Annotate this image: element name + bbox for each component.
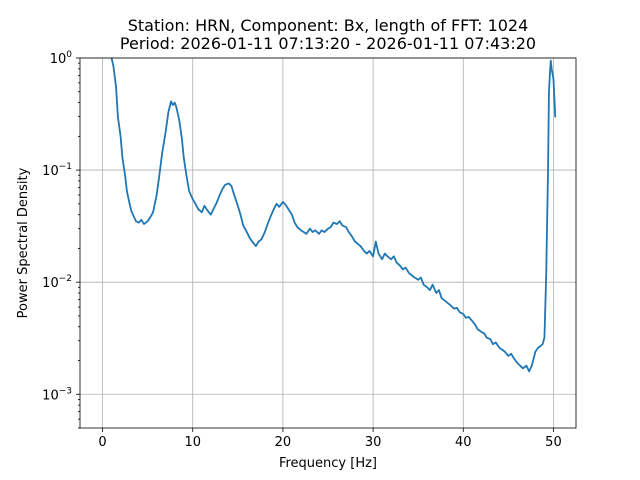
x-tick-label: 10 <box>184 435 201 450</box>
y-tick-label: 10−2 <box>42 274 72 291</box>
y-tick-label: 100 <box>50 50 73 67</box>
x-tick-label: 20 <box>275 435 292 450</box>
y-tick-label: 10−3 <box>42 386 72 403</box>
chart-title-line-1: Station: HRN, Component: Bx, length of F… <box>128 16 529 35</box>
y-axis-label: Power Spectral Density <box>16 167 31 318</box>
plot-frame <box>79 57 577 429</box>
x-axis-label: Frequency [Hz] <box>279 456 377 471</box>
x-tick-label: 50 <box>545 435 562 450</box>
series-layer <box>110 58 557 373</box>
psd-series-line <box>110 58 557 373</box>
x-tick-label: 0 <box>98 435 106 450</box>
y-tick-label: 10−1 <box>42 162 72 179</box>
chart-title-line-2: Period: 2026-01-11 07:13:20 - 2026-01-11… <box>120 34 536 53</box>
axis-ticks: 0 10 20 30 40 50 10−3 10−2 10−1 100 <box>42 50 562 450</box>
x-tick-label: 40 <box>455 435 472 450</box>
x-tick-label: 30 <box>365 435 382 450</box>
